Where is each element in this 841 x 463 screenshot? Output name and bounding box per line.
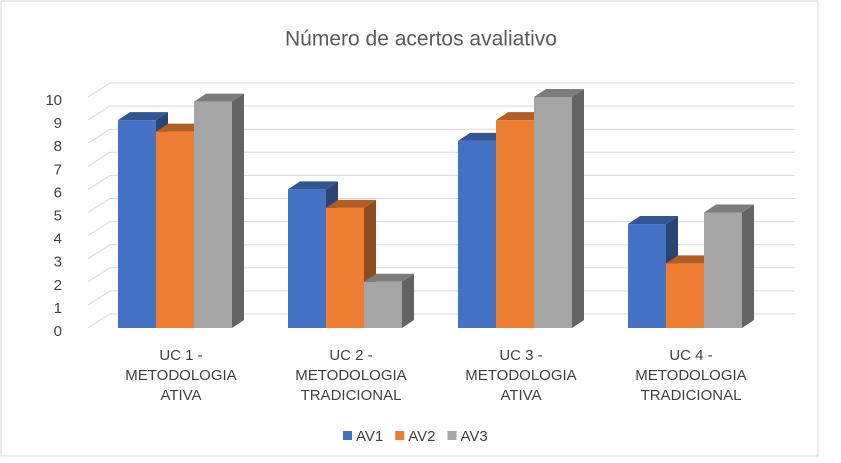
- x-tick-line: TRADICIONAL: [301, 387, 402, 404]
- bar-front: [534, 97, 572, 328]
- bar-side: [572, 89, 584, 328]
- legend-swatch: [343, 431, 352, 440]
- legend-swatch: [395, 431, 405, 440]
- legend-swatch: [447, 431, 457, 440]
- bar-top: [534, 89, 584, 97]
- bar: [364, 273, 414, 328]
- bar-front: [156, 131, 194, 328]
- bar-front: [194, 101, 232, 329]
- x-tick-line: ATIVA: [160, 387, 201, 404]
- bar: [704, 204, 754, 328]
- bar: [194, 93, 244, 329]
- bar-front: [288, 189, 326, 328]
- x-tick-label: UC 4 - METODOLOGIA TRADICIONAL: [635, 347, 746, 404]
- y-tick-label: 2: [54, 277, 62, 294]
- y-tick-label: 10: [45, 92, 62, 109]
- y-tick-label: 9: [54, 115, 62, 132]
- y-tick-label: 6: [54, 184, 62, 201]
- x-tick-label: UC 1 - METODOLOGIA ATIVA: [125, 347, 236, 404]
- y-tick-label: 3: [54, 254, 62, 271]
- x-tick-line: METODOLOGIA: [295, 367, 406, 384]
- bar-front: [704, 212, 742, 328]
- legend-label: AV2: [408, 428, 435, 445]
- bar-top: [118, 112, 168, 121]
- x-tick-line: METODOLOGIA: [125, 367, 236, 384]
- x-tick-line: ATIVA: [500, 387, 541, 404]
- bar-top: [628, 216, 678, 225]
- x-tick-line: TRADICIONAL: [641, 387, 742, 404]
- bar-front: [496, 120, 534, 328]
- bar-top: [364, 273, 414, 282]
- y-tick-label: 8: [54, 138, 62, 155]
- legend-label: AV1: [356, 428, 383, 445]
- y-tick-label: 1: [54, 300, 62, 317]
- bar-front: [364, 281, 402, 328]
- bar-top: [194, 93, 244, 102]
- bar-top: [156, 123, 206, 132]
- bar-side: [402, 273, 414, 328]
- bar-side: [742, 204, 754, 328]
- x-tick-label: UC 2 - METODOLOGIA TRADICIONAL: [295, 347, 406, 404]
- x-tick-label: UC 3 - METODOLOGIA ATIVA: [465, 347, 576, 404]
- bar-top: [326, 199, 376, 208]
- legend-label: AV3: [461, 428, 488, 445]
- bar-front: [628, 224, 666, 328]
- x-tick-line: METODOLOGIA: [465, 367, 576, 384]
- bar-top: [458, 132, 508, 141]
- bar-top: [704, 204, 754, 213]
- x-tick-line: UC 3 -: [499, 347, 542, 364]
- y-tick-label: 4: [54, 231, 62, 248]
- bar-side: [232, 93, 244, 329]
- bar-front: [458, 140, 496, 328]
- x-tick-line: UC 2 -: [329, 347, 372, 364]
- chart-title: Número de acertos avaliativo: [285, 28, 557, 51]
- x-tick-line: UC 1 -: [159, 347, 202, 364]
- bar-front: [118, 120, 156, 328]
- bar-top: [666, 255, 716, 264]
- bar-front: [666, 263, 704, 328]
- x-tick-line: METODOLOGIA: [635, 367, 746, 384]
- grid-line: [87, 82, 795, 98]
- y-tick-label: 5: [54, 207, 62, 224]
- y-tick-label: 7: [54, 161, 62, 178]
- y-tick-label: 0: [54, 323, 62, 340]
- bar-front: [326, 207, 364, 328]
- bar-top: [288, 181, 338, 190]
- bar: [534, 89, 584, 328]
- x-tick-line: UC 4 -: [669, 347, 712, 364]
- bar-top: [496, 112, 546, 121]
